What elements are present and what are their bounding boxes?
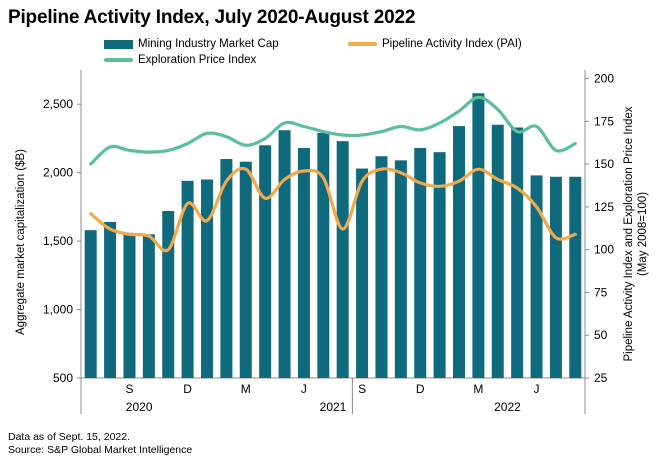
bar (84, 230, 97, 378)
x-year-label: 2022 (494, 400, 521, 414)
bar (414, 148, 427, 378)
legend-item-pai: Pipeline Activity Index (PAI) (348, 38, 522, 50)
x-year-label: 2020 (126, 400, 153, 414)
bar (317, 132, 330, 378)
x-tick-label-month: S (358, 382, 366, 396)
bar (569, 176, 582, 378)
bar (259, 145, 272, 378)
y-axis-right-subtitle: (May 2008=100) (637, 192, 649, 276)
bar (356, 168, 369, 378)
bar (491, 124, 504, 378)
bar (239, 161, 252, 378)
bar (162, 210, 175, 378)
legend-label-exploration: Exploration Price Index (138, 54, 257, 66)
footnote-source: Source: S&P Global Market Intelligence (8, 444, 193, 456)
legend-label-market-cap: Mining Industry Market Cap (138, 38, 279, 50)
bar (220, 158, 233, 378)
y-axis-right-title: Pipeline Activity Index and Exploration … (623, 106, 635, 361)
bar (278, 130, 291, 378)
x-tick-label-month: M (473, 382, 483, 396)
legend-item-market-cap: Mining Industry Market Cap (104, 38, 279, 50)
bar (530, 175, 543, 378)
y-tick-label-right: 50 (594, 328, 608, 342)
x-tick-label-month: M (241, 382, 251, 396)
legend-swatch-exploration (104, 58, 133, 62)
y-tick-label-right: 75 (594, 285, 608, 299)
bar (297, 148, 310, 378)
y-tick-label-right: 150 (594, 157, 614, 171)
y-tick-label-left: 1,500 (43, 234, 73, 248)
bar (201, 179, 213, 378)
footnote-data-date: Data as of Sept. 15, 2022. (8, 431, 131, 443)
series-line-exploration-price-index (89, 95, 577, 166)
bar (511, 127, 524, 378)
x-tick-label-month: D (416, 382, 425, 396)
y-tick-label-right: 175 (594, 114, 614, 128)
y-tick-label-right: 25 (594, 371, 608, 385)
bar (181, 180, 194, 378)
bar (375, 156, 388, 378)
bar (472, 93, 485, 378)
chart-title: Pipeline Activity Index, July 2020-Augus… (8, 7, 416, 28)
bar (394, 160, 407, 378)
y-tick-label-right: 200 (594, 72, 614, 86)
y-axis-left-title: Aggregate market capitalization ($B) (15, 149, 27, 335)
y-tick-label-left: 2,000 (43, 166, 73, 180)
bar (453, 126, 465, 378)
bar (142, 234, 155, 378)
bar (433, 152, 446, 378)
bar (104, 221, 117, 378)
x-tick-label-month: J (301, 382, 307, 396)
y-tick-label-left: 1,000 (43, 303, 73, 317)
legend-swatch-bar (104, 39, 133, 49)
y-tick-label-right: 125 (594, 200, 614, 214)
series-line-pipeline-activity-index (89, 166, 577, 253)
legend-swatch-pai (348, 42, 377, 46)
x-year-label: 2021 (320, 400, 347, 414)
y-tick-label-right: 100 (594, 243, 614, 257)
x-tick-label-month: D (183, 382, 192, 396)
y-tick-label-left: 500 (53, 371, 73, 385)
legend-item-exploration: Exploration Price Index (104, 54, 256, 66)
legend-label-pai: Pipeline Activity Index (PAI) (382, 38, 522, 50)
x-tick-label-month: S (125, 382, 133, 396)
bar (123, 232, 136, 378)
bar (549, 176, 562, 378)
bar (336, 141, 349, 378)
x-tick-label-month: J (534, 382, 540, 396)
y-tick-label-left: 2,500 (43, 97, 73, 111)
